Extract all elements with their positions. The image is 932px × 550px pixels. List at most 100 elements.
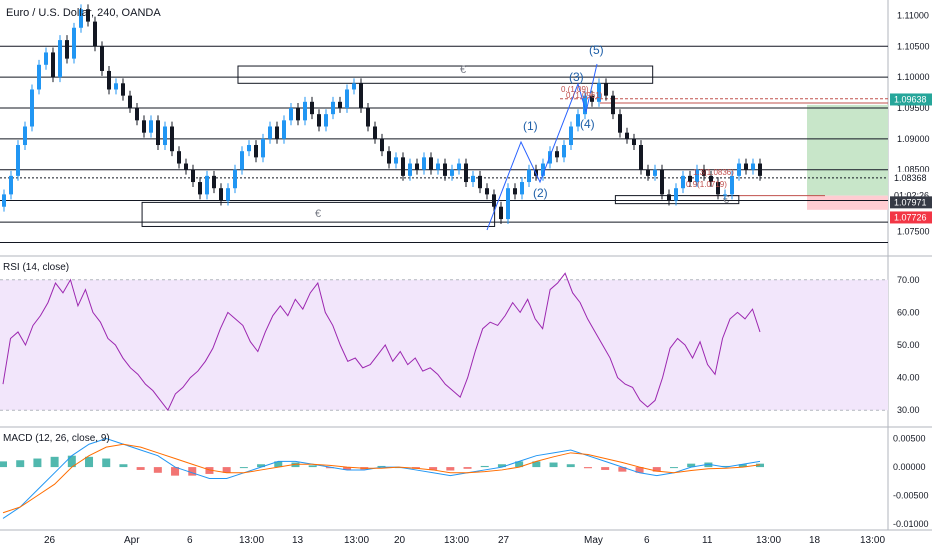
price-candle — [408, 163, 412, 176]
price-candle — [142, 120, 146, 133]
macd-histogram-bar — [549, 462, 558, 468]
price-candle — [44, 52, 48, 65]
time-axis-label: 13:00 — [344, 535, 369, 546]
macd-histogram-bar — [85, 456, 94, 468]
price-candle — [219, 188, 223, 201]
macd-histogram-bar — [704, 462, 713, 468]
macd-histogram-bar — [532, 461, 541, 468]
macd-histogram-bar — [721, 465, 730, 468]
price-candle — [177, 151, 181, 164]
stop-zone — [807, 195, 888, 210]
macd-tick-label: 0.00000 — [893, 462, 926, 472]
price-candle — [310, 101, 314, 115]
price-candle — [163, 126, 167, 146]
price-candle — [429, 157, 433, 170]
price-candle — [254, 145, 258, 158]
macd-series-line — [2, 443, 761, 514]
price-candle — [30, 89, 34, 127]
price-candle — [576, 114, 580, 127]
price-candle — [667, 194, 671, 201]
elliott-wave-label: (4) — [580, 117, 595, 131]
price-candle — [478, 175, 482, 189]
time-axis-label: 11 — [702, 535, 713, 546]
price-candle — [107, 70, 111, 90]
macd-histogram-bar — [480, 465, 489, 468]
price-candle — [282, 120, 286, 139]
price-candle — [268, 126, 272, 139]
price-candle — [611, 95, 615, 115]
macd-histogram-bar — [102, 458, 111, 468]
price-candle — [457, 163, 461, 170]
price-candle — [450, 169, 454, 176]
elliott-wave-label: (5) — [589, 43, 604, 57]
macd-panel-label: MACD (12, 26, close, 9) — [3, 433, 110, 444]
macd-histogram-bar — [463, 467, 472, 469]
price-candle — [443, 163, 447, 176]
price-candle — [149, 120, 153, 133]
macd-histogram-bar — [756, 463, 764, 468]
price-badge-label: 1.08368 — [894, 173, 927, 183]
fib-label: 1.3(1.0836) — [693, 168, 734, 177]
price-tick-label: 1.10500 — [897, 41, 930, 51]
price-candle — [639, 145, 643, 170]
price-candle — [51, 52, 55, 78]
rsi-tick-label: 70.00 — [897, 275, 920, 285]
macd-histogram-bar — [257, 464, 266, 468]
price-candle — [709, 175, 713, 183]
macd-histogram-bar — [446, 467, 455, 471]
price-candle — [2, 194, 6, 207]
price-candle — [156, 120, 160, 146]
supply-demand-zone — [237, 65, 654, 84]
supply-demand-zone — [141, 201, 496, 227]
price-badge — [890, 93, 932, 106]
macd-histogram-bar — [188, 467, 197, 476]
price-candle — [653, 169, 657, 176]
price-candle — [345, 89, 349, 108]
price-candle — [527, 169, 531, 183]
macd-histogram-bar — [308, 465, 317, 468]
macd-histogram-bar — [325, 467, 334, 469]
price-candle — [100, 46, 104, 71]
macd-histogram-bar — [67, 455, 76, 468]
price-candle — [436, 163, 440, 170]
price-candle — [541, 163, 545, 176]
rsi-tick-label: 40.00 — [897, 373, 920, 383]
macd-histogram-bar — [738, 464, 747, 468]
macd-histogram-bar — [343, 467, 352, 470]
time-axis-label: 20 — [394, 535, 406, 546]
price-candle — [646, 169, 650, 176]
price-badge-label: 01:02:26 — [894, 191, 929, 201]
price-candle — [562, 145, 566, 158]
macd-histogram-bar — [635, 467, 644, 473]
time-axis-label: 13 — [292, 535, 304, 546]
price-candle — [373, 126, 377, 139]
price-candle — [289, 107, 293, 121]
price-badge-label: 1.07726 — [894, 212, 927, 222]
price-candle — [226, 188, 230, 201]
price-candle — [72, 27, 76, 59]
price-candle — [359, 83, 363, 108]
macd-series-line — [2, 438, 761, 519]
time-axis-label: 18 — [809, 535, 821, 546]
price-candle — [625, 132, 629, 139]
macd-histogram-bar — [429, 467, 438, 470]
rsi-tick-label: 30.00 — [897, 405, 920, 415]
price-candle — [233, 169, 237, 189]
price-candle — [471, 175, 475, 183]
price-candle — [324, 114, 328, 127]
price-candle — [121, 83, 125, 96]
macd-tick-label: 0.00500 — [893, 434, 926, 444]
macd-histogram-bar — [291, 462, 300, 468]
time-axis-label: 13:00 — [444, 535, 469, 546]
price-candle — [744, 163, 748, 170]
price-candle — [380, 138, 384, 152]
price-tick-label: 1.07500 — [897, 226, 930, 236]
rsi-tick-label: 50.00 — [897, 340, 920, 350]
price-candle — [79, 9, 83, 28]
macd-histogram-bar — [601, 467, 610, 470]
macd-histogram-bar — [16, 460, 25, 468]
macd-histogram-bar — [239, 467, 248, 469]
target-zone — [807, 104, 888, 196]
euro-zone-label: € — [723, 194, 729, 206]
time-axis-label: May — [584, 535, 603, 546]
